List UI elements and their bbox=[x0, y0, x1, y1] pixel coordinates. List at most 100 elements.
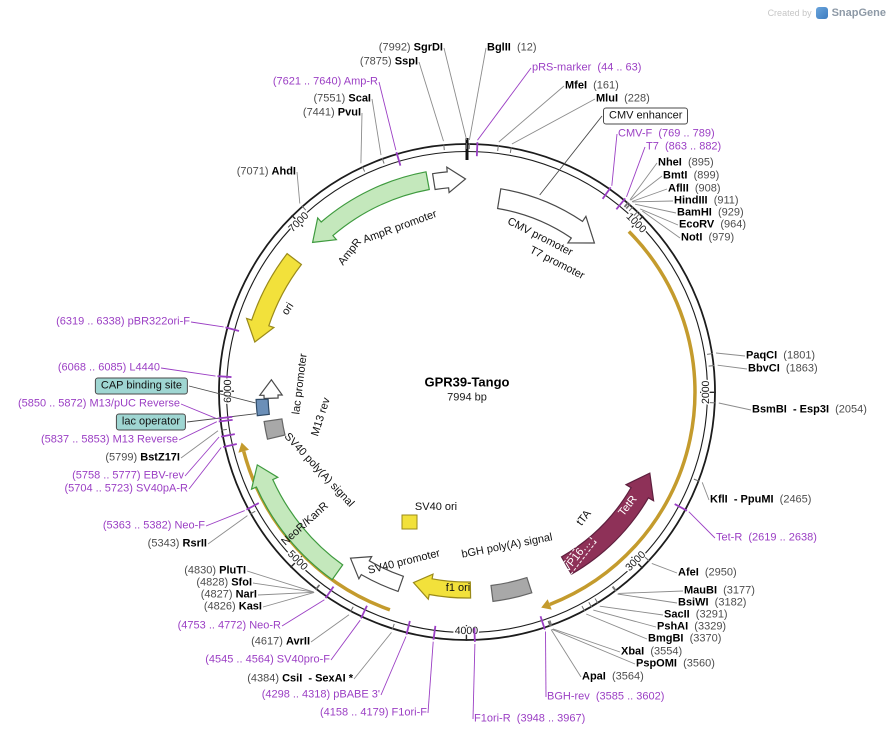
site-label-neo-r[interactable]: (4753 .. 4772) Neo-R bbox=[178, 620, 281, 633]
site-label-bsmbi-esp3i[interactable]: BsmBI - Esp3I (2054) bbox=[752, 404, 867, 417]
feature-ampr-promoter-arrow[interactable] bbox=[431, 165, 467, 194]
site-label-pbr322ori-f[interactable]: (6319 .. 6338) pBR322ori-F bbox=[56, 316, 190, 329]
site-label-sv40pro-f[interactable]: (4545 .. 4564) SV40pro-F bbox=[205, 654, 330, 667]
site-label-noti[interactable]: NotI (979) bbox=[681, 232, 734, 245]
feature-label-tta[interactable]: tTA bbox=[574, 507, 594, 529]
feature-sv40-polya-signal-box[interactable] bbox=[263, 418, 286, 440]
site-label-bamhi[interactable]: BamHI (929) bbox=[677, 207, 744, 220]
site-label-bmti[interactable]: BmtI (899) bbox=[663, 170, 719, 183]
site-label-ebv-rev[interactable]: (5758 .. 5777) EBV-rev bbox=[72, 470, 184, 483]
feature-label-ampr-promoter[interactable]: AmpR promoter bbox=[361, 208, 439, 246]
site-tick bbox=[635, 212, 641, 218]
site-label-f1ori-r[interactable]: F1ori-R (3948 .. 3967) bbox=[474, 713, 585, 726]
feature-lac-operator-box[interactable] bbox=[255, 398, 270, 417]
feature-label-bgh-poly-a-signal[interactable]: bGH poly(A) signal bbox=[460, 531, 554, 561]
feature-label-ampr[interactable]: AmpR bbox=[335, 236, 365, 268]
feature-gpr39-tango-cds-arc[interactable] bbox=[549, 230, 697, 607]
site-tick bbox=[509, 146, 512, 153]
label-text: (7441) bbox=[302, 106, 338, 119]
site-label-sgrdi[interactable]: (7992) SgrDI bbox=[379, 42, 443, 55]
site-label-ahdi[interactable]: (7071) AhdI bbox=[237, 166, 296, 179]
feature-label-f1-ori[interactable]: f1 ori bbox=[445, 582, 471, 594]
feature-label-m13-rev[interactable]: M13 rev bbox=[309, 396, 333, 438]
site-label-bmgbi[interactable]: BmgBI (3370) bbox=[648, 633, 721, 646]
site-label-f1ori-f[interactable]: (4158 .. 4179) F1ori-F bbox=[320, 707, 427, 720]
feature-bgh-polya-signal-box[interactable] bbox=[490, 576, 533, 603]
label-text: NarI bbox=[235, 588, 257, 601]
site-label-bsiwi[interactable]: BsiWI (3182) bbox=[678, 597, 746, 610]
site-label-paqci[interactable]: PaqCI (1801) bbox=[746, 350, 815, 363]
site-label-cmv-enhancer[interactable]: CMV enhancer bbox=[603, 107, 689, 125]
site-tick bbox=[475, 142, 479, 157]
site-label-amp-r[interactable]: (7621 .. 7640) Amp-R bbox=[273, 76, 378, 89]
site-label-hindiii[interactable]: HindIII (911) bbox=[674, 195, 739, 208]
site-label-sv40pa-r[interactable]: (5704 .. 5723) SV40pA-R bbox=[64, 483, 188, 496]
site-label-pbabe-3[interactable]: (4298 .. 4318) pBABE 3' bbox=[262, 689, 380, 702]
feature-cmv-t7-promoter-arrow[interactable] bbox=[496, 188, 596, 244]
site-label-mfei[interactable]: MfeI (161) bbox=[565, 80, 619, 93]
site-label-m13-puc-reverse[interactable]: (5850 .. 5872) M13/pUC Reverse bbox=[18, 398, 180, 411]
site-label-pshai[interactable]: PshAI (3329) bbox=[657, 621, 726, 634]
feature-neor-kanr-cds-arrow[interactable] bbox=[250, 463, 344, 581]
site-label-scai[interactable]: (7551) ScaI bbox=[314, 93, 372, 106]
feature-label-tetr[interactable]: TetR bbox=[616, 493, 640, 519]
feature-ampr-cds-arrow[interactable] bbox=[311, 171, 430, 244]
site-label-sfoi[interactable]: (4828) SfoI bbox=[196, 577, 252, 590]
site-label-lac-operator[interactable]: lac operator bbox=[115, 413, 186, 431]
feature-label-sv40-ori[interactable]: SV40 ori bbox=[414, 501, 458, 513]
feature-tta-cds-arrow[interactable] bbox=[560, 472, 655, 576]
site-label-l4440[interactable]: (6068 .. 6085) L4440 bbox=[58, 362, 160, 375]
site-label-afei[interactable]: AfeI (2950) bbox=[678, 567, 737, 580]
site-label-m13-reverse[interactable]: (5837 .. 5853) M13 Reverse bbox=[41, 434, 178, 447]
scale-label-2000: 2000 bbox=[700, 380, 712, 404]
site-label-pvui[interactable]: (7441) PvuI bbox=[303, 107, 361, 120]
site-label-xbai[interactable]: XbaI (3554) bbox=[621, 646, 682, 659]
site-label-cmv-f[interactable]: CMV-F (769 .. 789) bbox=[618, 128, 715, 141]
site-label-sacii[interactable]: SacII (3291) bbox=[664, 609, 728, 622]
label-text: PvuI bbox=[337, 106, 361, 119]
site-label-prs-marker[interactable]: pRS-marker (44 .. 63) bbox=[532, 62, 641, 75]
site-label-pluti[interactable]: (4830) PluTI bbox=[184, 565, 246, 578]
feature-label-ori[interactable]: ori bbox=[279, 300, 297, 318]
feature-label-vp16[interactable]: VP16… bbox=[557, 533, 597, 579]
feature-label-lac-promoter[interactable]: lac promoter bbox=[290, 352, 310, 416]
site-label-tet-r[interactable]: Tet-R (2619 .. 2638) bbox=[716, 532, 817, 545]
feature-label-sv40-promoter[interactable]: SV40 promoter bbox=[366, 547, 442, 577]
leader-line bbox=[160, 367, 216, 377]
site-label-bbvci[interactable]: BbvCI (1863) bbox=[748, 363, 818, 376]
leader-line bbox=[190, 321, 224, 328]
site-label-mlui[interactable]: MluI (228) bbox=[596, 93, 650, 106]
site-label-cap-binding-site[interactable]: CAP binding site bbox=[94, 377, 188, 395]
feature-ori-arrow[interactable] bbox=[245, 252, 303, 343]
site-label-kfli-ppumi[interactable]: KflI - PpuMI (2465) bbox=[710, 494, 811, 507]
site-label-rsrii[interactable]: (5343) RsrII bbox=[148, 538, 207, 551]
feature-sv40-ori-box[interactable] bbox=[401, 514, 418, 530]
scale-tick-3000 bbox=[630, 556, 644, 569]
site-label-avrii[interactable]: (4617) AvrII bbox=[251, 636, 310, 649]
site-label-ecorv[interactable]: EcoRV (964) bbox=[679, 219, 746, 232]
feature-f1-ori-arrow[interactable] bbox=[412, 573, 472, 601]
feature-lac-promoter-arrow[interactable] bbox=[258, 378, 284, 400]
site-tick bbox=[707, 353, 714, 355]
site-tick bbox=[548, 620, 552, 627]
site-label-t7[interactable]: T7 (863 .. 882) bbox=[646, 141, 721, 154]
site-label-aflii[interactable]: AflII (908) bbox=[668, 183, 721, 196]
site-label-csii-sexai[interactable]: (4384) CsiI - SexAI * bbox=[247, 673, 353, 686]
site-label-apai[interactable]: ApaI (3564) bbox=[582, 671, 644, 684]
site-label-sspi[interactable]: (7875) SspI bbox=[360, 56, 418, 69]
site-label-kasi[interactable]: (4826) KasI bbox=[204, 601, 262, 614]
feature-sv40-promoter-arrow[interactable] bbox=[349, 555, 405, 593]
leader-line bbox=[545, 631, 547, 698]
site-label-bstz17i[interactable]: (5799) BstZ17I bbox=[105, 452, 180, 465]
site-label-nari[interactable]: (4827) NarI bbox=[201, 589, 257, 602]
leader-line bbox=[688, 511, 716, 539]
feature-label-neor-kanr[interactable]: NeoR/KanR bbox=[279, 499, 331, 549]
site-label-bgh-rev[interactable]: BGH-rev (3585 .. 3602) bbox=[547, 691, 664, 704]
site-label-nhei[interactable]: NheI (895) bbox=[658, 157, 714, 170]
feature-label-sv40-poly-a-signal[interactable]: SV40 poly(A) signal bbox=[281, 430, 357, 510]
leader-line bbox=[617, 593, 678, 604]
site-label-maubi[interactable]: MauBI (3177) bbox=[684, 585, 755, 598]
site-label-neo-f[interactable]: (5363 .. 5382) Neo-F bbox=[103, 520, 205, 533]
site-label-pspomi[interactable]: PspOMI (3560) bbox=[636, 658, 715, 671]
site-label-bglii[interactable]: BglII (12) bbox=[487, 42, 537, 55]
